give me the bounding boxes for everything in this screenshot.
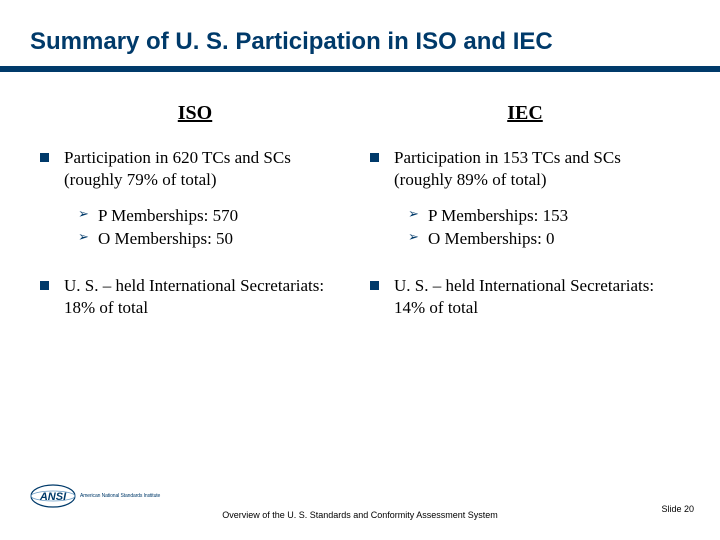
logo-text: ANSI <box>39 491 67 503</box>
iso-heading: ISO <box>40 102 350 125</box>
iec-heading: IEC <box>370 102 680 125</box>
ansi-logo-mark: ANSI <box>30 484 76 508</box>
content-columns: ISO Participation in 620 TCs and SCs (ro… <box>0 72 720 343</box>
iso-column: ISO Participation in 620 TCs and SCs (ro… <box>40 102 350 343</box>
iec-column: IEC Participation in 153 TCs and SCs (ro… <box>370 102 680 343</box>
sub-item: O Memberships: 0 <box>408 228 680 251</box>
list-item-text: U. S. – held International Secretariats:… <box>394 276 654 317</box>
list-item-text: Participation in 620 TCs and SCs (roughl… <box>64 148 291 189</box>
list-item: Participation in 620 TCs and SCs (roughl… <box>40 147 350 251</box>
slide-title: Summary of U. S. Participation in ISO an… <box>0 0 720 66</box>
footer: ANSI American National Standards Institu… <box>0 510 720 520</box>
list-item: U. S. – held International Secretariats:… <box>370 275 680 319</box>
list-item: Participation in 153 TCs and SCs (roughl… <box>370 147 680 251</box>
iec-list: Participation in 153 TCs and SCs (roughl… <box>370 147 680 319</box>
iso-list: Participation in 620 TCs and SCs (roughl… <box>40 147 350 319</box>
slide-number: Slide 20 <box>661 504 694 514</box>
iso-sublist: P Memberships: 570 O Memberships: 50 <box>78 205 350 251</box>
list-item-text: U. S. – held International Secretariats:… <box>64 276 324 317</box>
list-item: U. S. – held International Secretariats:… <box>40 275 350 319</box>
sub-item: P Memberships: 153 <box>408 205 680 228</box>
footer-text: Overview of the U. S. Standards and Conf… <box>26 510 694 520</box>
ansi-logo: ANSI American National Standards Institu… <box>30 484 160 508</box>
sub-item: O Memberships: 50 <box>78 228 350 251</box>
sub-item: P Memberships: 570 <box>78 205 350 228</box>
iec-sublist: P Memberships: 153 O Memberships: 0 <box>408 205 680 251</box>
ansi-logo-subtext: American National Standards Institute <box>80 493 160 499</box>
list-item-text: Participation in 153 TCs and SCs (roughl… <box>394 148 621 189</box>
